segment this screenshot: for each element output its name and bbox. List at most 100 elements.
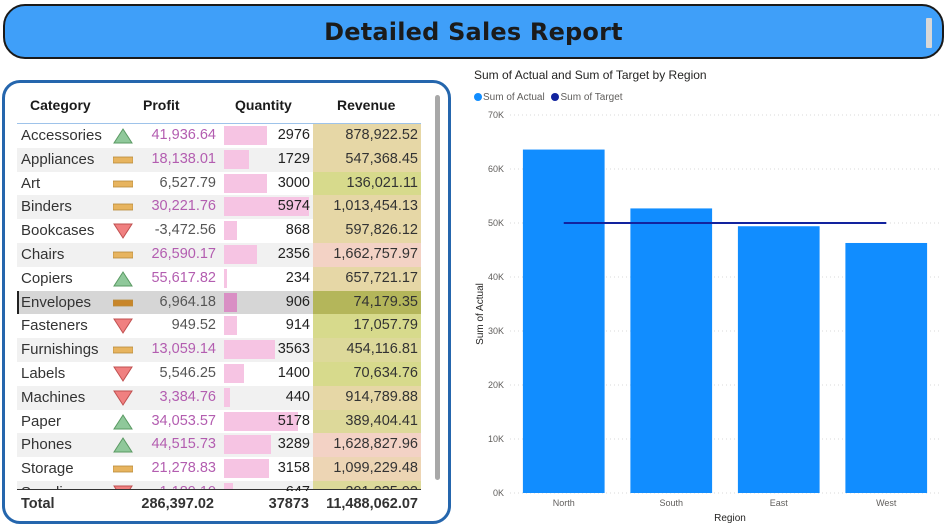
revenue-value: 1,099,229.48 (333, 460, 418, 477)
bar-south (630, 208, 713, 494)
profit-value: 30,221.76 (151, 198, 216, 215)
revenue-cell: 657,721.17 (313, 266, 421, 291)
revenue-cell: 1,013,454.13 (313, 195, 421, 220)
quantity-data-bar (224, 245, 258, 264)
table-row[interactable]: Fasteners 949.52 914 17,057.79 (17, 314, 421, 339)
quantity-value: 914 (285, 317, 310, 334)
quantity-data-bar (224, 292, 237, 312)
quantity-cell: 234 (220, 267, 313, 291)
category-cell: Fasteners (21, 317, 88, 335)
table-row[interactable]: Appliances 18,138.01 1729 547,368.45 (17, 147, 421, 172)
table-row[interactable]: Labels 5,546.25 1400 70,634.76 (17, 362, 421, 386)
quantity-cell: 1400 (220, 362, 313, 386)
table-header: Category Profit Quantity Revenue (5, 83, 435, 125)
column-header-revenue[interactable]: Revenue (337, 97, 396, 113)
profit-value: 44,515.73 (151, 436, 216, 453)
quantity-data-bar (224, 197, 309, 217)
column-header-quantity[interactable]: Quantity (235, 97, 292, 113)
quantity-cell: 914 (220, 314, 313, 338)
table-row[interactable]: Chairs 26,590.17 2356 1,662,757.97 (17, 243, 421, 267)
quantity-cell: 647 (220, 481, 313, 491)
table-row[interactable]: Machines 3,384.76 440 914,789.88 (17, 385, 421, 410)
legend-item-actual[interactable]: Sum of Actual (474, 92, 545, 103)
quantity-value: 1400 (277, 365, 310, 381)
revenue-cell: 454,116.81 (313, 338, 421, 362)
table-row[interactable]: Copiers 55,617.82 234 657,721.17 (17, 266, 421, 291)
category-cell: Envelopes (17, 290, 110, 315)
profit-cell: 13,059.14 (110, 338, 220, 362)
legend-dot-icon (551, 93, 560, 101)
profit-cell: 18,138.01 (110, 147, 220, 172)
table-scrollbar[interactable] (435, 95, 440, 480)
quantity-data-bar (224, 459, 270, 479)
y-tick-label: 50K (488, 218, 504, 228)
table-row[interactable]: Accessories 41,936.64 2976 878,922.52 (17, 124, 421, 148)
quantity-data-bar (224, 411, 298, 431)
revenue-cell: 136,021.11 (313, 171, 421, 196)
table-row[interactable]: Art 6,527.79 3000 136,021.11 (17, 171, 421, 196)
legend-label: Sum of Actual (483, 92, 545, 103)
profit-value: 34,053.57 (151, 412, 216, 429)
category-cell: Bookcases (21, 222, 95, 240)
total-revenue: 11,488,062.07 (326, 496, 418, 512)
category-cell: Supplies (17, 481, 110, 491)
x-tick-label: West (876, 498, 897, 508)
quantity-data-bar (224, 126, 267, 145)
quantity-value: 440 (285, 388, 310, 405)
kpi-up-triangle-icon (113, 270, 133, 287)
category-cell: Copiers (21, 269, 73, 287)
revenue-cell: 1,662,757.97 (313, 243, 421, 267)
total-quantity: 37873 (268, 496, 309, 512)
kpi-flat-bar-icon (113, 465, 133, 473)
table-body: Accessories 41,936.64 2976 878,922.52 Applia… (5, 124, 435, 491)
quantity-value: 3563 (277, 341, 310, 358)
table-row[interactable]: Bookcases -3,472.56 868 597,826.12 (17, 219, 421, 243)
kpi-flat-bar-icon (113, 156, 133, 164)
profit-cell: 6,527.79 (110, 172, 220, 196)
category-cell: Paper (21, 412, 62, 430)
profit-value: 18,138.01 (151, 150, 216, 167)
chart-legend: Sum of Actual Sum of Target (474, 92, 627, 103)
revenue-value: 70,634.76 (353, 365, 418, 381)
revenue-cell: 1,099,229.48 (313, 457, 421, 481)
kpi-up-triangle-icon (113, 128, 133, 144)
kpi-flat-bar-icon (113, 299, 133, 306)
category-cell: Phones (17, 433, 110, 458)
resize-handle[interactable] (926, 18, 932, 48)
legend-dot-icon (474, 93, 482, 101)
column-header-category[interactable]: Category (30, 97, 91, 113)
quantity-cell: 868 (220, 219, 313, 243)
quantity-value: 3158 (277, 460, 310, 477)
category-cell: Accessories (21, 127, 102, 144)
table-row[interactable]: Paper 34,053.57 5178 389,404.41 (17, 409, 421, 434)
kpi-down-triangle-icon (113, 223, 133, 240)
profit-cell: -3,472.56 (110, 219, 220, 243)
y-tick-label: 10K (488, 434, 504, 444)
quantity-data-bar (224, 364, 244, 383)
report-title-banner: Detailed Sales Report (3, 4, 944, 59)
quantity-cell: 440 (220, 385, 313, 410)
quantity-value: 1729 (277, 150, 310, 167)
quantity-value: 906 (285, 293, 310, 310)
category-cell: Machines (17, 385, 110, 410)
column-header-profit[interactable]: Profit (143, 97, 180, 113)
table-row[interactable]: Envelopes 6,964.18 906 74,179.35 (17, 290, 421, 315)
profit-value: 3,384.76 (159, 388, 216, 405)
table-row[interactable]: Phones 44,515.73 3289 1,628,827.96 (17, 433, 421, 458)
table-row[interactable]: Storage 21,278.83 3158 1,099,229.48 (17, 457, 421, 481)
chart-title: Sum of Actual and Sum of Target by Regio… (474, 68, 707, 82)
y-tick-label: 40K (488, 272, 504, 282)
table-row[interactable]: Binders 30,221.76 5974 1,013,454.13 (17, 195, 421, 220)
revenue-cell: 389,404.41 (313, 409, 421, 434)
legend-label: Sum of Target (560, 92, 623, 103)
quantity-data-bar (224, 221, 237, 241)
table-row[interactable]: Furnishings 13,059.14 3563 454,116.81 (17, 338, 421, 362)
kpi-up-triangle-icon (113, 413, 133, 430)
quantity-data-bar (224, 435, 271, 455)
profit-cell: 34,053.57 (110, 410, 220, 434)
legend-item-target[interactable]: Sum of Target (551, 92, 623, 103)
table-row[interactable]: Supplies 1,189.10 647 291,235.92 (17, 481, 421, 491)
kpi-flat-bar-icon (113, 180, 133, 187)
bar-west (845, 242, 928, 493)
total-label: Total (21, 496, 55, 512)
